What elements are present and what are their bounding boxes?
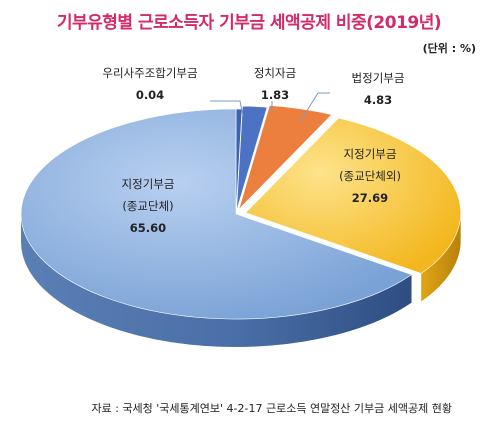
slice-value: 1.83	[261, 88, 289, 102]
slice-value: 4.83	[364, 93, 392, 107]
slice-label: 정치자금	[254, 66, 296, 80]
pie-slice	[236, 105, 268, 212]
source-note: 자료 : 국세청 '국세통계연보' 4-2-17 근로소득 연말정산 기부금 세…	[91, 402, 452, 415]
slice-value: 65.60	[130, 221, 166, 235]
chart-title: 기부유형별 근로소득자 기부금 세액공제 비중(2019년)	[56, 13, 442, 33]
pie-slice	[20, 108, 413, 320]
pie-slice	[245, 117, 461, 274]
leader-line	[299, 92, 330, 123]
unit-label: (단위 : %)	[422, 42, 476, 55]
slice-label: 지정기부금	[122, 177, 175, 191]
slice-label: 법정기부금	[352, 71, 405, 85]
pie-slice	[238, 105, 333, 210]
slice-value: 0.04	[136, 88, 164, 102]
pie-slice-side	[21, 214, 412, 348]
slice-label: 지정기부금	[344, 147, 397, 161]
slice-label: (종교단체)	[122, 199, 173, 213]
leader-line	[210, 100, 244, 117]
slice-label: 우리사주조합기부금	[102, 66, 197, 80]
slice-label: (종교단체외)	[339, 169, 401, 183]
slice-value: 27.69	[352, 191, 388, 205]
